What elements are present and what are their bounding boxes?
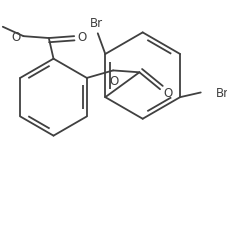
Text: O: O bbox=[109, 75, 118, 88]
Text: O: O bbox=[77, 30, 86, 43]
Text: Br: Br bbox=[90, 16, 103, 29]
Text: O: O bbox=[162, 86, 171, 99]
Text: Br: Br bbox=[215, 87, 227, 100]
Text: O: O bbox=[11, 30, 20, 43]
